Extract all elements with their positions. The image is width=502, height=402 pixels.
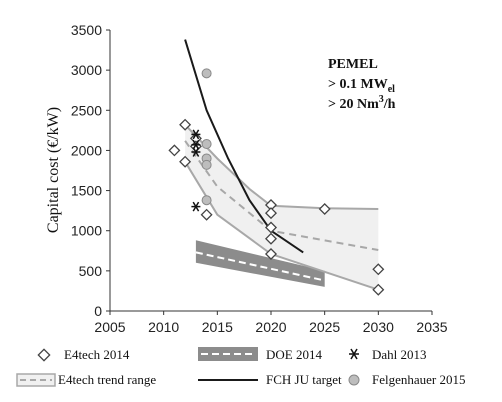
legend-item-dahl: Dahl 2013 bbox=[349, 347, 427, 362]
dahl-stroke bbox=[192, 129, 200, 140]
x-tick-label: 2035 bbox=[416, 319, 447, 335]
dahl-stroke bbox=[192, 147, 200, 157]
e4tech-point bbox=[168, 144, 181, 157]
x-tick-label: 2020 bbox=[255, 319, 286, 335]
legend-label-e4tech: E4tech 2014 bbox=[64, 347, 130, 362]
annotation-line-2: > 0.1 MWel bbox=[328, 77, 395, 95]
annotation-line-2-text: > 0.1 MW bbox=[328, 77, 388, 92]
pemel-annotation: PEMEL > 0.1 MWel > 20 Nm3/h bbox=[328, 57, 396, 112]
series-foreground-layer bbox=[168, 39, 385, 296]
legend-marker-circle bbox=[348, 374, 360, 386]
y-axis-label: Capital cost (€/kW) bbox=[45, 107, 62, 233]
x-tick-label: 2005 bbox=[94, 319, 125, 335]
annotation-line-2-subscript: el bbox=[388, 84, 395, 95]
trend-mid-line bbox=[184, 140, 379, 251]
felgenhauer-point bbox=[201, 195, 212, 206]
y-tick-label: 1500 bbox=[71, 183, 102, 199]
dahl-point bbox=[191, 129, 201, 140]
e4tech-point bbox=[179, 118, 192, 131]
y-tick-label: 2500 bbox=[71, 102, 102, 118]
felgenhauer-point bbox=[201, 159, 212, 170]
x-tick-label: 2010 bbox=[148, 319, 179, 335]
legend-marker-diamond bbox=[37, 348, 51, 362]
legend-marker-asterisk bbox=[349, 348, 359, 360]
x-tick-label: 2025 bbox=[309, 319, 340, 335]
y-tick-label: 0 bbox=[94, 303, 102, 319]
legend-item-felgenhauer: Felgenhauer 2015 bbox=[348, 372, 466, 387]
series-background-layer bbox=[184, 124, 379, 291]
annotation-line-1: PEMEL bbox=[328, 57, 378, 72]
felgenhauer-point bbox=[201, 139, 212, 150]
e4tech-point bbox=[264, 207, 278, 220]
legend-label-dahl: Dahl 2013 bbox=[372, 347, 427, 362]
e4tech-point bbox=[318, 202, 331, 216]
e4tech-point bbox=[372, 283, 385, 296]
x-tick-label: 2030 bbox=[363, 319, 394, 335]
y-tick-label: 1000 bbox=[71, 223, 102, 239]
annotation-line-3: > 20 Nm3/h bbox=[328, 94, 396, 112]
trend-upper-line bbox=[184, 124, 379, 210]
annotation-line-3-superscript: 3 bbox=[379, 94, 384, 105]
legend-label-felgenhauer: Felgenhauer 2015 bbox=[372, 372, 466, 387]
legend-item-trend: E4tech trend range bbox=[16, 372, 156, 387]
legend-item-fch: FCH JU target bbox=[198, 372, 342, 387]
legend-label-trend: E4tech trend range bbox=[58, 372, 156, 387]
trend-lower-line bbox=[184, 161, 379, 291]
legend-label-doe: DOE 2014 bbox=[266, 347, 322, 362]
y-tick-label: 2000 bbox=[71, 142, 102, 158]
annotation-line-3-suffix: /h bbox=[383, 97, 396, 112]
e4tech-point bbox=[179, 155, 192, 168]
doe-band bbox=[195, 240, 325, 287]
felgenhauer-point bbox=[201, 68, 212, 79]
legend-item-e4tech: E4tech 2014 bbox=[37, 347, 130, 362]
y-tick-label: 3000 bbox=[71, 62, 102, 78]
e4tech-point bbox=[264, 247, 278, 261]
y-tick-label: 3500 bbox=[71, 22, 102, 38]
legend-item-doe: DOE 2014 bbox=[198, 347, 322, 362]
y-tick-label: 500 bbox=[79, 263, 103, 279]
e4tech-point bbox=[200, 208, 213, 221]
e4tech-point bbox=[264, 221, 278, 234]
legend: E4tech 2014 E4tech trend range DOE 2014 … bbox=[16, 347, 466, 387]
axes: 2005 2010 2015 2020 2025 2030 2035 0 500 1000 1500… bbox=[71, 22, 448, 335]
dahl-point bbox=[191, 147, 201, 157]
fch-target-line bbox=[184, 39, 304, 254]
e4tech-point bbox=[264, 198, 278, 212]
e4tech-point bbox=[372, 263, 385, 276]
x-tick-label: 2015 bbox=[202, 319, 233, 335]
e4tech-point bbox=[264, 232, 278, 245]
dahl-point bbox=[191, 201, 201, 212]
legend-label-fch: FCH JU target bbox=[266, 372, 342, 387]
annotation-line-3-text: > 20 Nm bbox=[328, 97, 379, 112]
dahl-stroke bbox=[192, 201, 200, 212]
